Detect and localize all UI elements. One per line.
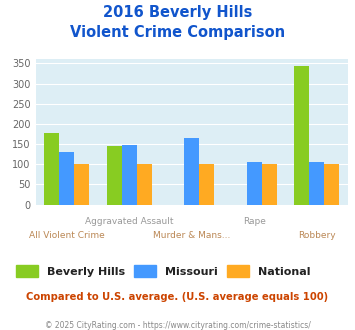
- Bar: [44, 133, 59, 205]
- Bar: [74, 164, 89, 205]
- Text: Aggravated Assault: Aggravated Assault: [85, 217, 174, 226]
- Bar: [122, 145, 137, 205]
- Text: All Violent Crime: All Violent Crime: [29, 231, 105, 240]
- Legend: Beverly Hills, Missouri, National: Beverly Hills, Missouri, National: [16, 265, 311, 277]
- Bar: [137, 164, 152, 205]
- Text: Violent Crime Comparison: Violent Crime Comparison: [70, 25, 285, 40]
- Bar: [107, 146, 122, 205]
- Bar: [184, 138, 199, 205]
- Bar: [247, 162, 262, 205]
- Bar: [309, 162, 324, 205]
- Bar: [262, 164, 277, 205]
- Text: Compared to U.S. average. (U.S. average equals 100): Compared to U.S. average. (U.S. average …: [26, 292, 329, 302]
- Text: 2016 Beverly Hills: 2016 Beverly Hills: [103, 5, 252, 20]
- Text: Robbery: Robbery: [298, 231, 335, 240]
- Text: Rape: Rape: [243, 217, 266, 226]
- Text: © 2025 CityRating.com - https://www.cityrating.com/crime-statistics/: © 2025 CityRating.com - https://www.city…: [45, 321, 310, 330]
- Bar: [59, 152, 74, 205]
- Text: Murder & Mans...: Murder & Mans...: [153, 231, 230, 240]
- Bar: [199, 164, 214, 205]
- Bar: [294, 66, 309, 205]
- Bar: [324, 164, 339, 205]
